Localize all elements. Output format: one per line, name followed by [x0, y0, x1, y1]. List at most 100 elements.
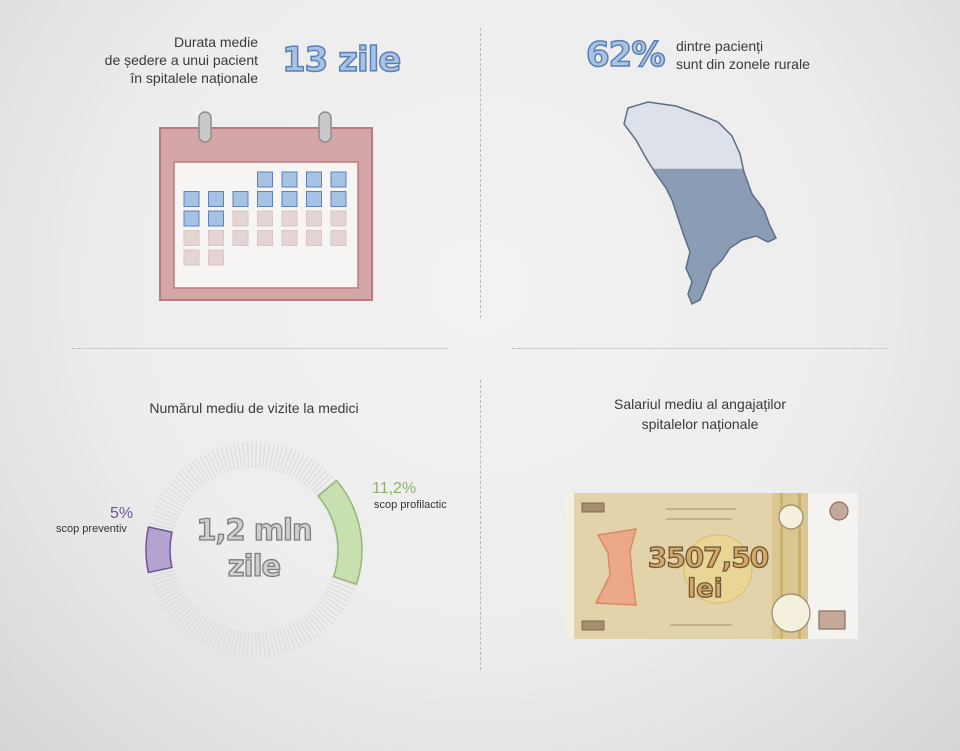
donut-tick — [155, 582, 180, 595]
calendar-day-stay — [330, 191, 347, 207]
donut-tick — [181, 610, 200, 631]
donut-tick — [328, 582, 353, 595]
stay-label-line: de ședere a unui pacient — [104, 52, 258, 68]
banknote-stripe-line — [798, 493, 801, 639]
salary-amount: 3507,50 — [648, 541, 769, 574]
donut-tick — [219, 447, 230, 473]
calendar-day — [281, 230, 298, 246]
donut-tick — [297, 618, 313, 642]
banknote-stripe-line — [780, 493, 783, 639]
salary-title-line: Salariul mediu al angajaților — [614, 396, 786, 412]
calendar-day-stay — [232, 191, 249, 207]
donut-tick — [303, 614, 320, 637]
donut-tick — [288, 451, 301, 477]
salary-title-line: spitalelor naționale — [641, 416, 759, 432]
donut-tick — [151, 513, 177, 524]
donut-tick — [300, 616, 317, 640]
donut-tick — [275, 445, 284, 472]
donut-tick — [308, 469, 327, 490]
donut-tick — [237, 631, 243, 657]
horizontal-divider-right — [512, 348, 888, 349]
salary-title: Salariul mediu al angajaților spitalelor… — [560, 394, 840, 434]
vertical-divider-top — [480, 28, 481, 318]
donut-tick — [224, 445, 233, 472]
calendar-day-stay — [183, 210, 200, 227]
calendar-day — [330, 230, 347, 246]
donut-tick — [166, 597, 189, 615]
donut-tick — [268, 443, 275, 470]
banknote-emblem — [594, 528, 638, 606]
donut-tick — [275, 628, 284, 655]
calendar-day — [281, 210, 298, 227]
visits-center-unit: zile — [228, 549, 281, 583]
donut-tick — [261, 442, 266, 469]
donut-tick — [171, 603, 193, 622]
donut-tick — [153, 509, 179, 521]
donut-tick — [211, 450, 223, 475]
donut-tick — [177, 608, 198, 628]
stay-value: 13 zile — [281, 39, 402, 81]
calendar-day-stay — [208, 210, 224, 227]
calendar-ring-left — [198, 111, 212, 143]
donut-ring — [146, 442, 362, 658]
donut-tick — [255, 631, 257, 658]
donut-tick — [171, 478, 193, 497]
visits-center-value: 1,2 mln — [196, 513, 311, 547]
donut-tick — [305, 612, 324, 634]
calendar-day — [257, 230, 273, 246]
horizontal-divider-left — [72, 348, 448, 349]
banknote-watermark — [683, 534, 753, 604]
donut-tick — [294, 620, 309, 644]
donut-tick — [251, 631, 253, 658]
calendar-day — [232, 210, 249, 227]
donut-tick — [150, 573, 176, 582]
donut-tick — [224, 628, 233, 655]
donut-tick — [242, 631, 247, 658]
calendar-day — [232, 230, 249, 246]
donut-tick — [161, 591, 185, 607]
donut-tick — [159, 588, 183, 603]
donut-tick — [255, 442, 257, 469]
rural-label-line: dintre pacienți — [676, 38, 764, 54]
donut-tick — [184, 612, 203, 634]
rural-value: 62% — [585, 34, 666, 76]
calendar-day-stay — [183, 191, 200, 207]
donut-tick — [315, 478, 337, 497]
donut-tick — [315, 603, 337, 622]
donut-tick — [161, 493, 185, 509]
donut-tick — [313, 475, 334, 495]
donut-tick — [303, 463, 320, 486]
calendar-day — [330, 210, 347, 227]
donut-tick — [181, 469, 200, 490]
rural-label-line: sunt din zonele rurale — [676, 56, 810, 72]
moldova-map-icon — [623, 101, 777, 305]
donut-tick — [294, 456, 309, 480]
donut-tick — [237, 443, 243, 469]
donut-tick — [191, 616, 208, 640]
donut-tick — [166, 485, 189, 503]
stay-label: Durata medie de ședere a unui pacient în… — [60, 33, 258, 87]
calendar-day — [306, 210, 322, 227]
donut-tick — [215, 448, 227, 474]
donut-tick — [155, 505, 180, 518]
banknote-corner-box — [818, 610, 846, 630]
profilactic-label: scop profilactic — [374, 499, 447, 511]
donut-tick — [177, 472, 198, 492]
donut-tick — [310, 472, 331, 492]
donut-tick — [156, 585, 181, 599]
calendar-day — [257, 210, 273, 227]
donut-tick — [151, 576, 177, 587]
calendar-day-stay — [281, 171, 298, 188]
donut-tick — [265, 443, 271, 469]
donut-tick — [251, 442, 253, 469]
segment-scop-preventiv — [145, 526, 173, 574]
calendar-day — [208, 230, 224, 246]
calendar-day-stay — [208, 191, 224, 207]
donut-tick — [272, 444, 280, 471]
donut-tick — [272, 629, 280, 656]
donut-tick — [329, 579, 355, 591]
donut-tick — [310, 608, 331, 628]
donut-tick — [258, 442, 262, 469]
stay-label-line: Durata medie — [173, 34, 258, 50]
donut-tick — [174, 475, 195, 495]
